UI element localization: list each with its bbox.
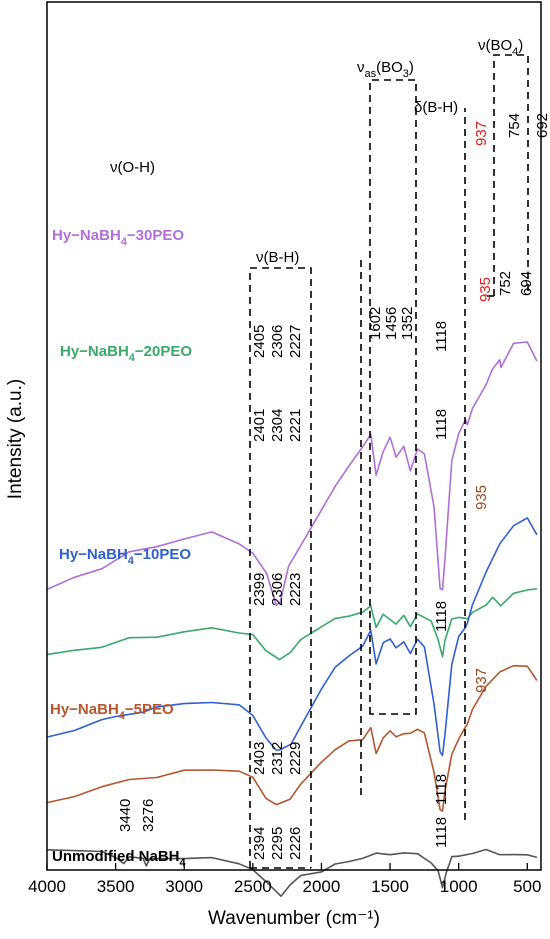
spectrum-30peo	[46, 341, 538, 607]
peak-2405-20: 2405	[251, 325, 268, 358]
peak-3440-0: 3440	[117, 799, 134, 832]
x-tick-label-3000: 3000	[165, 877, 203, 896]
x-tick-label-2500: 2500	[234, 877, 272, 896]
peak-2399-10b: 2399	[251, 573, 268, 606]
mode-bo3: νas(BO3)	[357, 59, 414, 80]
spectra-group	[46, 341, 538, 898]
peak-692-30: 692	[534, 113, 550, 138]
peak-1352-20: 1352	[399, 307, 416, 340]
x-tick-label-1000: 1000	[440, 877, 478, 896]
peak-2403-5: 2403	[251, 742, 268, 775]
peak-2221-10: 2221	[287, 409, 304, 442]
x-tick-label-1500: 1500	[371, 877, 409, 896]
spectrum-20peo	[46, 588, 537, 661]
peak-935-10: 935	[473, 485, 490, 510]
peak-2227-20: 2227	[287, 325, 304, 358]
mode-oh: ν(O-H)	[110, 159, 155, 176]
x-axis-title: Wavenumber (cm⁻¹)	[208, 908, 380, 929]
peak-2394-0: 2394	[251, 827, 268, 860]
spectrum-10peo	[46, 517, 538, 757]
x-tick-label-2000: 2000	[303, 877, 341, 896]
peak-1456-20: 1456	[383, 307, 400, 340]
x-tick-label-3500: 3500	[97, 877, 135, 896]
label-unmodified: Unmodified NaBH4	[52, 848, 187, 869]
peak-1118-5: 1118	[433, 774, 450, 805]
peaks-20peo: 2405 2306 2227 1602 1456 1352 1118 935 7…	[251, 271, 535, 358]
peaks-unmodified: 3440 3276 2394 2295 2226 1118	[117, 799, 450, 860]
peaks-30peo: 937 754 692	[473, 113, 550, 146]
plot-frame	[46, 1, 542, 871]
mode-bo4: ν(BO4)	[478, 37, 523, 58]
peak-1118-20: 1118	[433, 321, 450, 352]
label-20peo: Hy−NaBH4−20PEO	[60, 343, 192, 364]
peak-2306-10b: 2306	[269, 573, 286, 606]
peak-935-20: 935	[477, 277, 494, 302]
peak-1602-20: 1602	[367, 307, 384, 340]
peaks-5peo: 937 2403 2312 2229 1118	[251, 668, 490, 805]
peak-752-20: 752	[497, 271, 514, 296]
bo3-box	[369, 79, 417, 715]
x-tick-label-4000: 4000	[28, 877, 66, 896]
spectrum-5peo	[46, 664, 538, 813]
peak-937-30: 937	[473, 121, 490, 146]
annotation-guides	[249, 54, 529, 869]
x-tick-label-500: 500	[513, 877, 541, 896]
peaks-10peo: 2401 2304 2221 1118 935 2399 2306 2223 1…	[251, 409, 490, 632]
bo4-box	[493, 54, 529, 296]
peak-2223-10b: 2223	[287, 573, 304, 606]
y-axis-title: Intensity (a.u.)	[5, 379, 26, 499]
label-5peo: Hy−NaBH4−5PEO	[50, 701, 174, 722]
bh-box	[249, 267, 312, 868]
peak-1118-10: 1118	[433, 409, 450, 440]
peak-2295-0: 2295	[269, 827, 286, 860]
peak-2229-5: 2229	[287, 742, 304, 775]
peak-2401-10: 2401	[251, 409, 268, 442]
peak-937-5: 937	[473, 668, 490, 693]
peak-1118-10b: 1118	[433, 601, 450, 632]
x-axis-ticks: 4000 3500 3000 2500 2000 1500 1000 500	[28, 863, 541, 896]
peak-1118-0: 1118	[433, 817, 450, 848]
label-10peo: Hy−NaBH4−10PEO	[59, 546, 191, 567]
peak-2304-10: 2304	[269, 409, 286, 442]
peak-694-20: 694	[518, 271, 535, 296]
peak-754-30: 754	[506, 113, 523, 138]
peak-2306-20: 2306	[269, 325, 286, 358]
peak-2226-0: 2226	[287, 827, 304, 860]
peak-3276-0: 3276	[140, 799, 157, 832]
mode-bh-def: δ(B-H)	[414, 99, 458, 116]
spectrum-unmodified	[46, 848, 538, 898]
label-30peo: Hy−NaBH4−30PEO	[52, 227, 184, 248]
mode-bh: ν(B-H)	[256, 249, 299, 266]
peak-2312-5: 2312	[269, 742, 286, 775]
